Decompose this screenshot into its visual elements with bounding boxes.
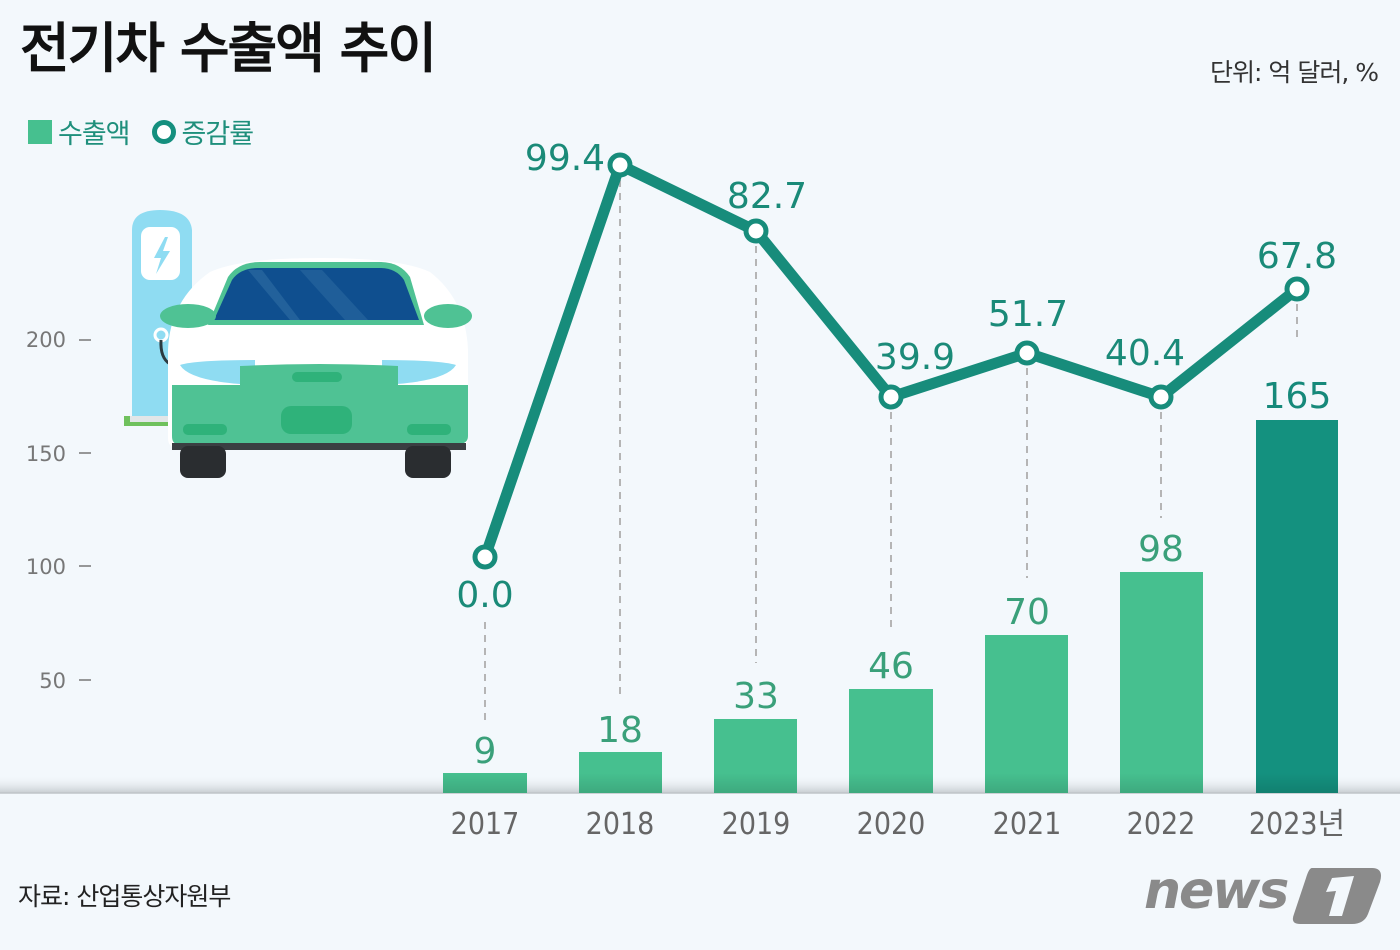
x-label-2021: 2021 [993, 807, 1062, 842]
bar-label-2020: 46 [868, 646, 914, 687]
electric-car-icon [160, 258, 472, 478]
guide-lines [484, 180, 1298, 722]
bar-2021 [985, 635, 1068, 793]
bar-label-2017: 9 [474, 731, 497, 772]
line-label-2021: 51.7 [988, 294, 1068, 335]
line-label-2017: 0.0 [456, 575, 513, 616]
legend-line-label: 증감률 [181, 119, 255, 150]
x-axis-labels: 2017 2018 2019 2020 2021 2022 2023년 [451, 807, 1345, 842]
x-label-2019: 2019 [722, 807, 791, 842]
source-label: 자료: 산업통상자원부 [18, 882, 231, 911]
bar-value-labels: 9 18 33 46 70 98 165 [474, 376, 1332, 772]
svg-text:news: news [1144, 861, 1288, 921]
line-point-2021 [1014, 340, 1040, 366]
line-point-2019 [743, 218, 769, 244]
bar-label-2023: 165 [1263, 376, 1332, 417]
x-label-2017: 2017 [451, 807, 520, 842]
line-series [472, 152, 1310, 570]
bar-label-2018: 18 [597, 710, 643, 751]
unit-label: 단위: 억 달러, % [1210, 58, 1379, 87]
bar-legend-swatch-icon [28, 119, 52, 144]
line-point-2020 [878, 384, 904, 410]
bar-2020 [849, 689, 933, 793]
legend: 수출액 증감률 [28, 112, 255, 151]
bar-2019 [714, 719, 797, 793]
y-axis: 200 150 100 50 [26, 328, 91, 693]
y-tick-200: 200 [26, 328, 91, 352]
ev-car-illustration [124, 210, 472, 478]
line-point-2023 [1284, 276, 1310, 302]
bar-2022 [1120, 572, 1203, 793]
y-tick-100: 100 [26, 555, 91, 579]
line-label-2023: 67.8 [1257, 236, 1337, 277]
x-label-2020: 2020 [857, 807, 926, 842]
svg-text:200: 200 [26, 328, 66, 352]
line-point-2018 [607, 152, 633, 178]
line-value-labels: 0.0 99.4 82.7 39.9 51.7 40.4 67.8 [456, 138, 1337, 616]
x-label-2018: 2018 [586, 807, 655, 842]
bar-2023 [1256, 420, 1338, 793]
line-point-2022 [1148, 384, 1174, 410]
svg-text:150: 150 [26, 442, 66, 466]
line-label-2019: 82.7 [727, 176, 807, 217]
line-legend-marker-icon [151, 119, 176, 144]
bar-label-2022: 98 [1138, 529, 1184, 570]
line-label-2020: 39.9 [875, 337, 955, 378]
bar-label-2021: 70 [1004, 592, 1050, 633]
y-tick-150: 150 [26, 442, 91, 466]
news1-logo-icon: news [1144, 861, 1381, 924]
bar-label-2019: 33 [733, 676, 779, 717]
line-label-2018: 99.4 [525, 138, 605, 179]
svg-text:50: 50 [39, 669, 66, 693]
bar-series [443, 420, 1338, 793]
chart-title: 전기차 수출액 추이 [20, 17, 437, 80]
bar-2018 [579, 752, 662, 793]
x-label-2022: 2022 [1127, 807, 1196, 842]
legend-bar-label: 수출액 [58, 119, 131, 150]
line-point-2017 [472, 544, 498, 570]
x-label-2023: 2023년 [1249, 807, 1345, 842]
svg-text:100: 100 [26, 555, 66, 579]
bar-2017 [443, 773, 527, 793]
line-label-2022: 40.4 [1105, 333, 1185, 374]
y-tick-50: 50 [39, 669, 91, 693]
